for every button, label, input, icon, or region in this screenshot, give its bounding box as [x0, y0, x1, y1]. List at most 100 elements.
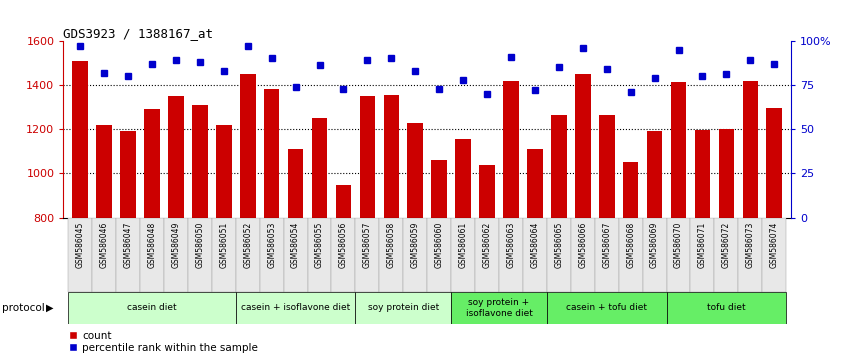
Bar [455, 139, 471, 354]
Bar [216, 125, 232, 354]
Bar [575, 74, 591, 354]
Text: GSM586058: GSM586058 [387, 222, 396, 268]
Bar [283, 218, 308, 292]
Bar [595, 218, 618, 292]
Text: GSM586056: GSM586056 [339, 222, 348, 268]
Bar [718, 129, 734, 354]
Bar [618, 218, 643, 292]
Bar [383, 95, 399, 354]
Bar [120, 131, 136, 354]
Text: GSM586067: GSM586067 [602, 222, 611, 268]
Text: GSM586059: GSM586059 [411, 222, 420, 268]
Text: GDS3923 / 1388167_at: GDS3923 / 1388167_at [63, 27, 213, 40]
Bar [240, 74, 255, 354]
Text: soy protein diet: soy protein diet [368, 303, 439, 313]
Text: GSM586052: GSM586052 [244, 222, 252, 268]
Bar [647, 131, 662, 354]
Bar [547, 218, 571, 292]
Bar [527, 149, 542, 354]
Text: casein diet: casein diet [127, 303, 177, 313]
Text: GSM586050: GSM586050 [195, 222, 205, 268]
Text: GSM586051: GSM586051 [219, 222, 228, 268]
Bar [336, 184, 351, 354]
Bar [503, 80, 519, 354]
Text: GSM586049: GSM586049 [172, 222, 180, 268]
Bar [499, 218, 523, 292]
Text: GSM586066: GSM586066 [579, 222, 587, 268]
Bar [427, 218, 451, 292]
Bar [332, 218, 355, 292]
Bar [671, 82, 686, 354]
Bar [408, 122, 423, 354]
Text: GSM586045: GSM586045 [75, 222, 85, 268]
Bar [360, 96, 375, 354]
Bar [116, 218, 140, 292]
Bar [168, 96, 184, 354]
Text: GSM586057: GSM586057 [363, 222, 372, 268]
Text: GSM586069: GSM586069 [650, 222, 659, 268]
Bar [695, 130, 711, 354]
Bar [69, 292, 236, 324]
Bar [312, 118, 327, 354]
Text: casein + isoflavone diet: casein + isoflavone diet [241, 303, 350, 313]
Bar [451, 292, 547, 324]
Text: GSM586047: GSM586047 [124, 222, 133, 268]
Bar [355, 218, 379, 292]
Bar [523, 218, 547, 292]
Legend: count, percentile rank within the sample: count, percentile rank within the sample [69, 331, 258, 353]
Bar [643, 218, 667, 292]
Text: GSM586074: GSM586074 [770, 222, 779, 268]
Bar [667, 292, 786, 324]
Bar [236, 218, 260, 292]
Bar [667, 218, 690, 292]
Bar [96, 125, 112, 354]
Text: GSM586055: GSM586055 [315, 222, 324, 268]
Text: tofu diet: tofu diet [707, 303, 745, 313]
Text: protocol: protocol [2, 303, 45, 313]
Bar [623, 162, 639, 354]
Bar [212, 218, 236, 292]
Bar [164, 218, 188, 292]
Text: GSM586048: GSM586048 [147, 222, 157, 268]
Text: GSM586065: GSM586065 [554, 222, 563, 268]
Text: GSM586070: GSM586070 [674, 222, 683, 268]
Bar [766, 108, 782, 354]
Bar [475, 218, 499, 292]
Text: GSM586046: GSM586046 [100, 222, 108, 268]
Bar [192, 105, 207, 354]
Bar [355, 292, 451, 324]
Bar [762, 218, 786, 292]
Text: GSM586053: GSM586053 [267, 222, 276, 268]
Text: GSM586063: GSM586063 [507, 222, 515, 268]
Bar [92, 218, 116, 292]
Bar [599, 115, 614, 354]
Text: GSM586073: GSM586073 [746, 222, 755, 268]
Bar [73, 61, 88, 354]
Text: GSM586068: GSM586068 [626, 222, 635, 268]
Text: GSM586061: GSM586061 [459, 222, 468, 268]
Text: GSM586071: GSM586071 [698, 222, 707, 268]
Bar [379, 218, 404, 292]
Text: GSM586062: GSM586062 [482, 222, 492, 268]
Bar [451, 218, 475, 292]
Bar [739, 218, 762, 292]
Bar [571, 218, 595, 292]
Bar [404, 218, 427, 292]
Bar [69, 218, 92, 292]
Text: casein + tofu diet: casein + tofu diet [566, 303, 647, 313]
Bar [431, 160, 447, 354]
Bar [236, 292, 355, 324]
Bar [264, 89, 279, 354]
Bar [260, 218, 283, 292]
Text: GSM586060: GSM586060 [435, 222, 443, 268]
Text: GSM586054: GSM586054 [291, 222, 300, 268]
Bar [480, 165, 495, 354]
Text: soy protein +
isoflavone diet: soy protein + isoflavone diet [465, 298, 532, 318]
Bar [188, 218, 212, 292]
Bar [140, 218, 164, 292]
Text: GSM586072: GSM586072 [722, 222, 731, 268]
Text: ▶: ▶ [46, 303, 53, 313]
Bar [144, 109, 160, 354]
Text: GSM586064: GSM586064 [530, 222, 540, 268]
Bar [308, 218, 332, 292]
